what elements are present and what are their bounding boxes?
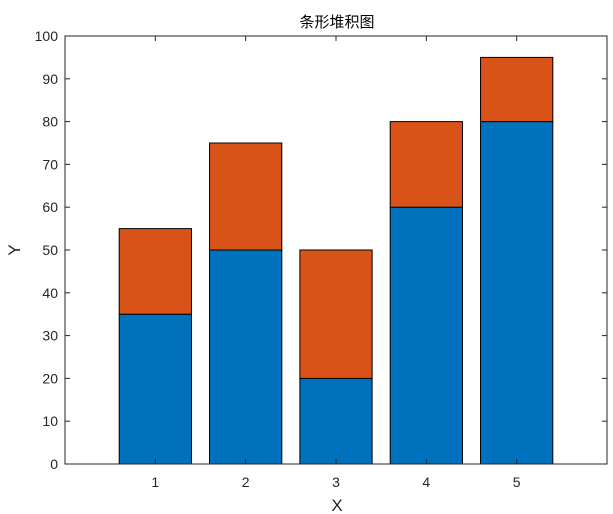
x-tick-label: 2 xyxy=(242,474,250,490)
x-tick-label: 1 xyxy=(151,474,159,490)
bar-segment-1-cat-3 xyxy=(299,377,373,465)
y-axis-label: Y xyxy=(5,244,24,255)
y-tick-label: 60 xyxy=(42,199,58,215)
x-tick-label: 3 xyxy=(332,474,340,490)
bar-segment-2-cat-3 xyxy=(299,249,373,379)
bar-segment-2-cat-2 xyxy=(209,142,283,251)
y-tick-label: 40 xyxy=(42,285,58,301)
y-tick-label: 70 xyxy=(42,156,58,172)
bar-segment-1-cat-1 xyxy=(118,313,192,465)
x-axis-label: X xyxy=(331,496,342,514)
chart-title: 条形堆积图 xyxy=(299,13,374,31)
bar-segment-2-cat-1 xyxy=(118,228,192,315)
axes-group: 0 10 20 30 40 50 60 70 80 90 100 1 2 3 4 5 xyxy=(35,28,608,490)
x-tick-label: 5 xyxy=(513,474,521,490)
y-tick-label: 90 xyxy=(42,71,58,87)
y-tick-label: 10 xyxy=(42,413,58,429)
y-tick-label: 0 xyxy=(50,456,58,472)
bar-segment-1-cat-5 xyxy=(480,121,554,465)
bar-segment-1-cat-4 xyxy=(389,206,463,465)
y-tick-label: 20 xyxy=(42,370,58,386)
bar-segment-2-cat-5 xyxy=(480,56,554,123)
y-tick-label: 50 xyxy=(42,242,58,258)
y-tick-label: 100 xyxy=(35,28,59,44)
y-tick-label: 30 xyxy=(42,328,58,344)
y-tick-label: 80 xyxy=(42,114,58,130)
bar-segment-1-cat-2 xyxy=(209,249,283,465)
bars-group xyxy=(118,56,554,465)
x-tick-label: 4 xyxy=(422,474,430,490)
bar-segment-2-cat-4 xyxy=(389,121,463,208)
